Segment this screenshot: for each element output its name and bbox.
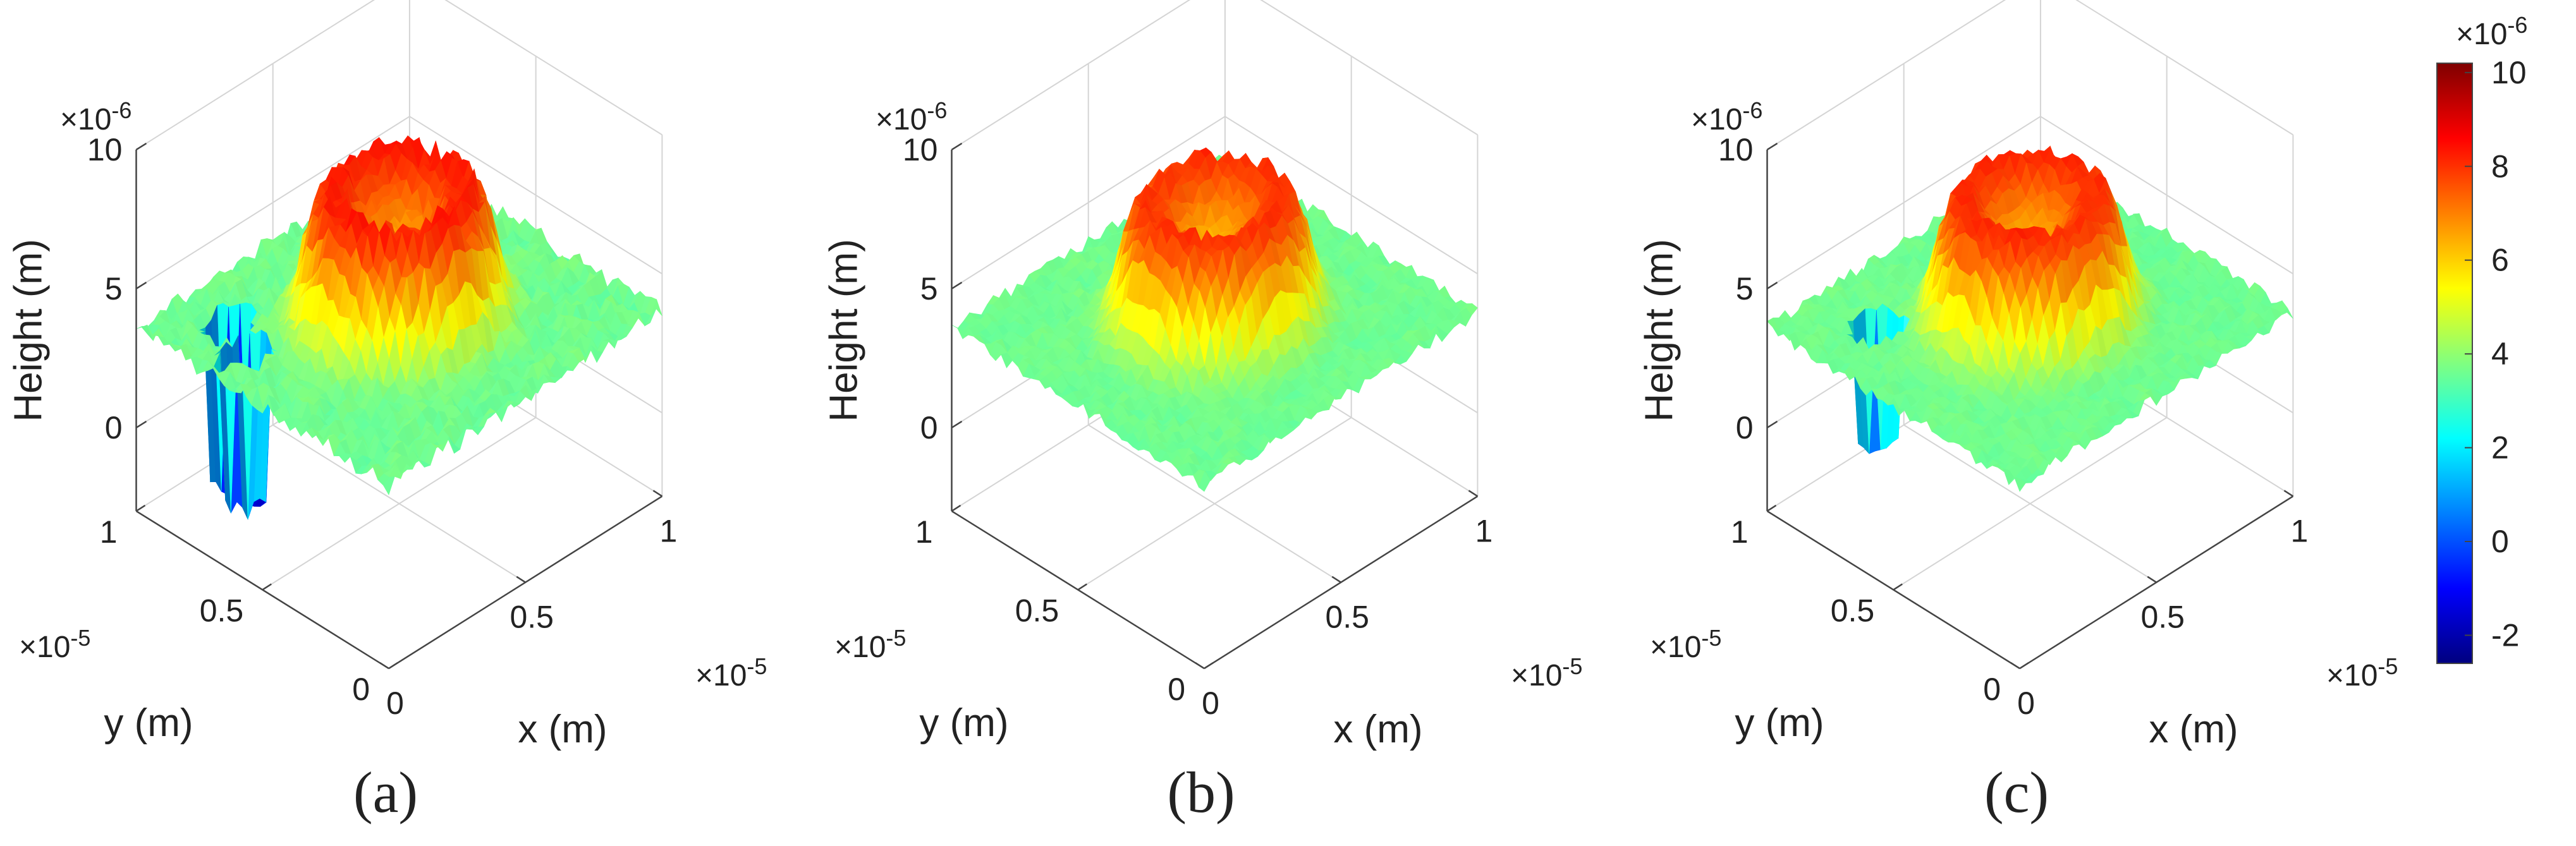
surface	[951, 147, 1478, 492]
y-axis-label: y (m)	[104, 701, 193, 745]
y-tick	[1077, 583, 1087, 591]
panel-label: (b)	[1167, 760, 1235, 825]
x-tick-label: 1	[1475, 513, 1492, 548]
y-tick-label: 0.5	[200, 593, 244, 628]
grid-line	[1077, 417, 1352, 591]
x-exponent-label: ×10-5	[695, 653, 767, 692]
y-tick-label: 0.5	[1015, 593, 1059, 628]
surface-patch	[389, 140, 403, 145]
y-tick	[262, 583, 272, 591]
z-tick	[951, 420, 963, 428]
x-tick-label: 0.5	[510, 600, 554, 635]
surface	[1767, 145, 2293, 492]
y-tick	[135, 504, 146, 512]
y-tick-label: 0	[352, 672, 370, 707]
x-tick	[1331, 576, 1341, 583]
y-tick-label: 0	[1168, 672, 1185, 707]
z-tick	[135, 142, 147, 150]
x-tick-label: 0	[386, 686, 404, 721]
z-exponent-label: ×10-6	[60, 97, 131, 136]
x-tick	[1195, 662, 1205, 670]
z-exponent-label: ×10-6	[876, 97, 947, 136]
grid-line	[262, 417, 537, 591]
x-tick	[1468, 490, 1479, 497]
x-axis-label: x (m)	[1333, 708, 1422, 751]
surface-patch	[496, 206, 509, 219]
z-tick	[951, 281, 963, 289]
z-tick	[135, 420, 147, 428]
y-exponent-label: ×10-5	[19, 625, 90, 664]
z-tick-label: 0	[105, 410, 123, 445]
z-tick	[951, 142, 963, 150]
z-tick-label: 10	[903, 132, 938, 167]
z-tick-label: 5	[920, 271, 938, 306]
x-axis-label: x (m)	[518, 708, 607, 751]
x-exponent-label: ×10-5	[1511, 653, 1582, 692]
y-tick-label: 1	[915, 514, 933, 550]
z-axis-label: Height (m)	[7, 239, 51, 421]
z-tick-label: 0	[920, 410, 938, 445]
z-tick-label: 5	[105, 271, 123, 306]
y-exponent-label: ×10-5	[834, 625, 906, 664]
x-tick	[379, 662, 389, 670]
y-tick	[388, 662, 398, 670]
y-tick	[951, 504, 961, 512]
x-tick	[516, 576, 526, 583]
z-axis-label: Height (m)	[822, 239, 866, 421]
x-tick-label: 1	[659, 513, 677, 548]
surface-patch	[382, 476, 395, 495]
z-tick-label: 10	[87, 132, 123, 167]
y-axis-label: y (m)	[919, 701, 1008, 745]
surface	[136, 135, 662, 520]
z-tick	[135, 281, 147, 289]
y-tick-label: 1	[100, 514, 118, 550]
x-tick-label: 0	[1202, 686, 1219, 721]
panel-label: (a)	[353, 760, 418, 825]
x-tick	[652, 490, 663, 497]
x-tick-label: 0.5	[1325, 600, 1369, 635]
y-tick	[1204, 662, 1214, 670]
